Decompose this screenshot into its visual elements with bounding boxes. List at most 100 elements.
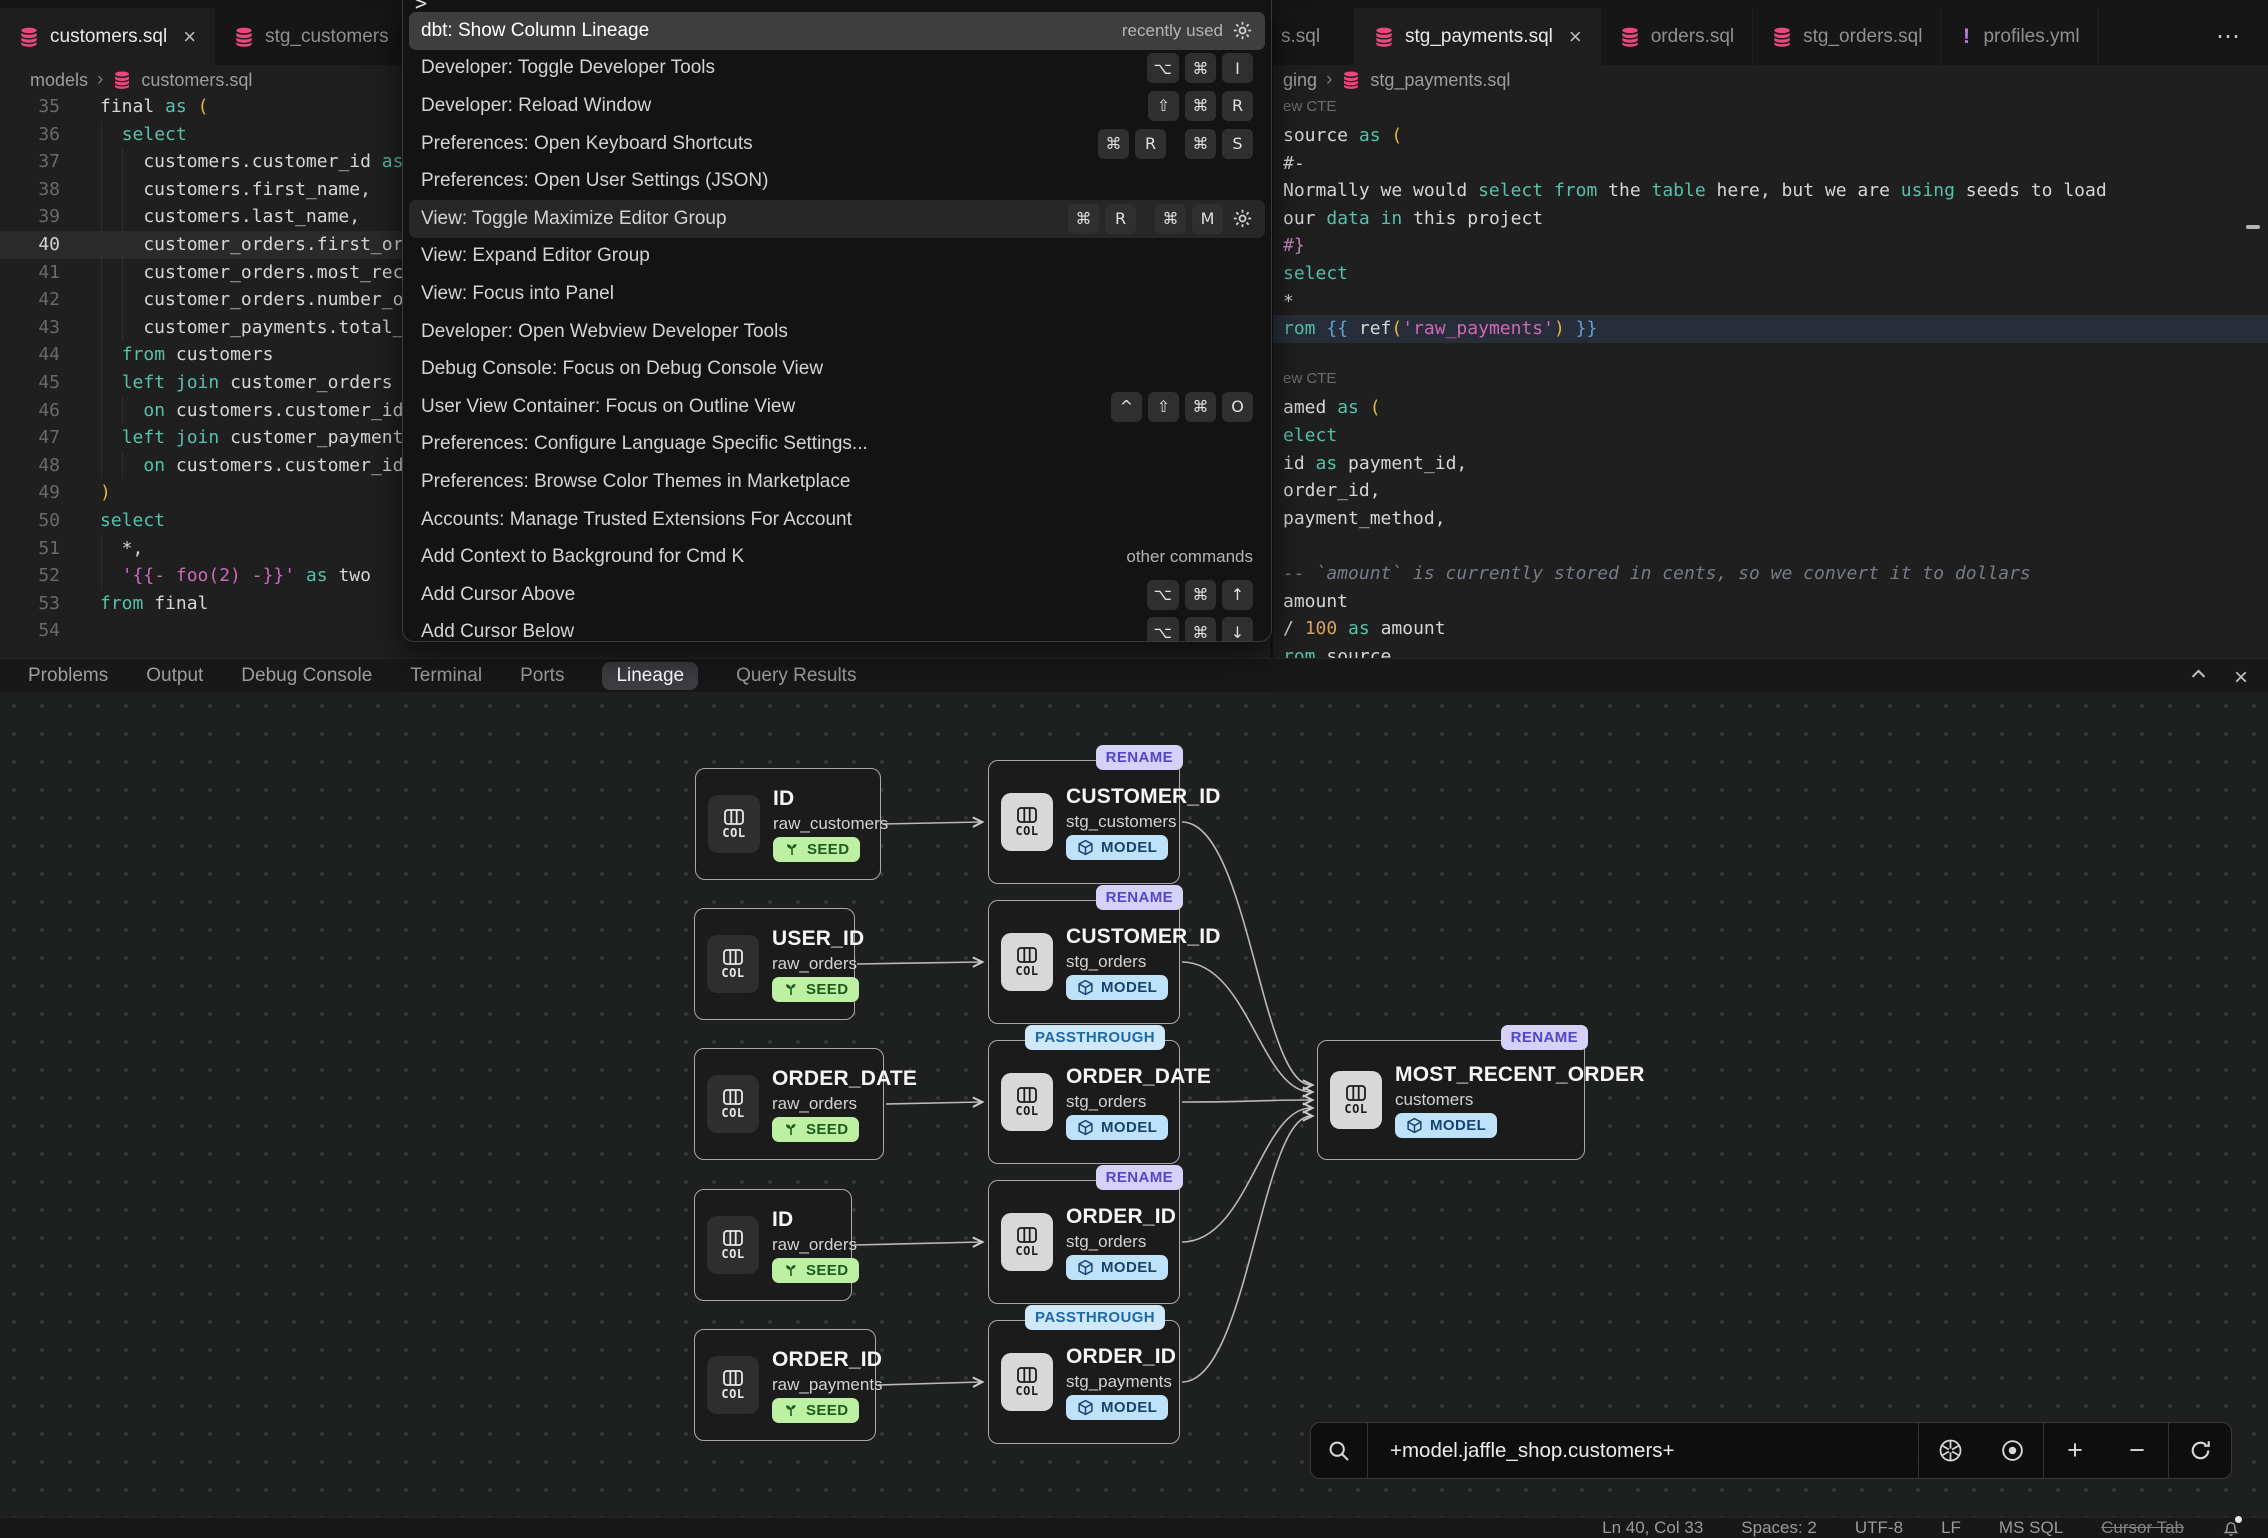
tab-stg-customers[interactable]: stg_customers bbox=[215, 8, 408, 65]
command-item-view-expand-editor-group[interactable]: View: Expand Editor Group bbox=[409, 238, 1265, 276]
command-label: Preferences: Configure Language Specific… bbox=[421, 433, 868, 455]
command-palette-input[interactable]: > bbox=[403, 0, 1271, 12]
zoom-in-button[interactable]: + bbox=[2067, 1435, 2083, 1465]
tab-s-sql[interactable]: s.sql bbox=[1273, 8, 1355, 65]
lineage-node-user_id-raw_orders[interactable]: COL USER_ID raw_orders SEED bbox=[694, 908, 864, 1020]
command-prompt: > bbox=[415, 0, 428, 12]
code-line: rom source bbox=[1283, 645, 1392, 658]
tab-customers-sql[interactable]: customers.sql × bbox=[0, 8, 216, 65]
keycap: I bbox=[1222, 53, 1253, 84]
code-line: #- bbox=[1283, 152, 1305, 174]
lineage-canvas[interactable]: COL ID raw_customers SEED COL USER_ID raw_orde… bbox=[0, 692, 2268, 1517]
codelens-cte[interactable]: ew CTE bbox=[1283, 98, 1337, 115]
notifications-bell-icon[interactable] bbox=[2222, 1516, 2242, 1537]
status-item-ms-sql[interactable]: MS SQL bbox=[1998, 1518, 2064, 1537]
code-line-48: 48 on customers.customer_id bbox=[0, 452, 1270, 480]
breadcrumb-folder[interactable]: models bbox=[30, 69, 89, 90]
code-area-stg-payments-sql[interactable]: ew CTE source as (#- Normally we would sel… bbox=[1273, 93, 2268, 658]
panel-maximize-icon[interactable] bbox=[2189, 665, 2208, 690]
status-item-spaces-2[interactable]: Spaces: 2 bbox=[1741, 1518, 1817, 1537]
node-kind-badge: MODEL bbox=[1066, 1254, 1169, 1280]
lineage-search-input[interactable] bbox=[1368, 1423, 1918, 1478]
command-item-add-context-to-background-for-cmd-k[interactable]: Add Context to Background for Cmd K other… bbox=[409, 538, 1265, 576]
command-item-preferences-configure-language-specific-[interactable]: Preferences: Configure Language Specific… bbox=[409, 426, 1265, 464]
lineage-node-customer_id-stg_orders[interactable]: RENAME COL CUSTOMER_ID stg_orders MODEL bbox=[988, 885, 1221, 1024]
command-item-developer-open-webview-developer-tools[interactable]: Developer: Open Webview Developer Tools bbox=[409, 313, 1265, 351]
command-item-add-cursor-above[interactable]: Add Cursor Above ⌥ ⌘ ↑ bbox=[409, 576, 1265, 614]
scrollbar-thumb[interactable] bbox=[2246, 225, 2260, 229]
line-number: 48 bbox=[38, 454, 60, 476]
target-icon[interactable] bbox=[1981, 1423, 2043, 1478]
tab-close-icon[interactable]: × bbox=[183, 23, 197, 49]
panel-tab-debug-console[interactable]: Debug Console bbox=[241, 664, 373, 686]
keycap: S bbox=[1222, 128, 1253, 159]
tab-stg-orders-sql[interactable]: stg_orders.sql bbox=[1753, 8, 1942, 65]
editor-more-actions-icon[interactable]: ⋯ bbox=[2216, 23, 2242, 50]
gear-icon[interactable] bbox=[1232, 208, 1253, 229]
breadcrumb-file[interactable]: customers.sql bbox=[141, 69, 253, 90]
panel-tab-ports[interactable]: Ports bbox=[520, 664, 565, 686]
command-item-view-focus-into-panel[interactable]: View: Focus into Panel bbox=[409, 275, 1265, 313]
gear-icon[interactable] bbox=[1232, 20, 1253, 41]
edge-type-badge: RENAME bbox=[1095, 1165, 1183, 1190]
lineage-node-order_date-stg_orders[interactable]: PASSTHROUGH COL ORDER_DATE stg_orders MODEL bbox=[988, 1025, 1211, 1164]
warning-icon: ! bbox=[1962, 24, 1970, 48]
breadcrumb-folder[interactable]: ging bbox=[1283, 69, 1318, 90]
node-title: CUSTOMER_ID bbox=[1066, 924, 1221, 948]
tab-stg-payments-sql[interactable]: stg_payments.sql × bbox=[1355, 8, 1601, 65]
status-item-ln-40-col-33[interactable]: Ln 40, Col 33 bbox=[1602, 1518, 1704, 1537]
refresh-icon[interactable] bbox=[2169, 1423, 2231, 1478]
panel-tab-output[interactable]: Output bbox=[146, 664, 204, 686]
panel-tab-lineage[interactable]: Lineage bbox=[602, 661, 699, 690]
command-item-debug-console-focus-on-debug-console-vie[interactable]: Debug Console: Focus on Debug Console Vi… bbox=[409, 350, 1265, 388]
panel-close-icon[interactable]: × bbox=[2233, 663, 2248, 691]
command-item-preferences-open-keyboard-shortcuts[interactable]: Preferences: Open Keyboard Shortcuts ⌘ R ⌘ S bbox=[409, 125, 1265, 163]
lineage-node-customer_id-stg_customers[interactable]: RENAME COL CUSTOMER_ID stg_customers MODEL bbox=[988, 745, 1220, 884]
lineage-node-most_recent_order-customers[interactable]: RENAME COL MOST_RECENT_ORDER customers MODEL bbox=[1317, 1025, 1644, 1160]
code-line-44: 44 from customers bbox=[0, 341, 1270, 369]
command-item-accounts-manage-trusted-extensions-for-a[interactable]: Accounts: Manage Trusted Extensions For … bbox=[409, 501, 1265, 539]
code-line-39: 39 customers.last_name, bbox=[0, 203, 1270, 231]
command-item-preferences-browse-color-themes-in-marke[interactable]: Preferences: Browse Color Themes in Mark… bbox=[409, 463, 1265, 501]
code-line-45: 45 left join customer_orders bbox=[0, 369, 1270, 397]
tab-profiles-yml[interactable]: ! profiles.yml bbox=[1941, 8, 2099, 65]
aperture-icon[interactable] bbox=[1919, 1423, 1981, 1478]
node-kind-badge: MODEL bbox=[1066, 974, 1169, 1000]
tab-orders-sql[interactable]: orders.sql bbox=[1600, 8, 1754, 65]
command-item-preferences-open-user-settings-json-[interactable]: Preferences: Open User Settings (JSON) bbox=[409, 162, 1265, 200]
lineage-node-order_id-raw_payments[interactable]: COL ORDER_ID raw_payments SEED bbox=[694, 1329, 883, 1441]
zoom-out-button[interactable]: − bbox=[2129, 1435, 2145, 1465]
line-number: 50 bbox=[38, 510, 60, 531]
keycap: ↑ bbox=[1222, 579, 1253, 610]
panel-tab-terminal[interactable]: Terminal bbox=[410, 664, 483, 686]
status-item-lf[interactable]: LF bbox=[1941, 1518, 1961, 1537]
status-items: Ln 40, Col 33 Spaces: 2 UTF-8 LF MS SQL Curso… bbox=[1602, 1518, 2184, 1538]
command-item-developer-toggle-developer-tools[interactable]: Developer: Toggle Developer Tools ⌥ ⌘ I bbox=[409, 50, 1265, 88]
keycap: ⌘ bbox=[1185, 90, 1216, 121]
editor-pane-right[interactable]: ging › stg_payments.sql ew CTE source as … bbox=[1273, 65, 2268, 658]
tab-close-icon[interactable]: × bbox=[1568, 23, 1582, 49]
lineage-node-order_id-stg_orders[interactable]: RENAME COL ORDER_ID stg_orders MODEL bbox=[988, 1165, 1183, 1304]
lineage-node-id-raw_customers[interactable]: COL ID raw_customers SEED bbox=[695, 768, 888, 880]
panel-tab-problems[interactable]: Problems bbox=[28, 664, 109, 686]
edge-type-badge: PASSTHROUGH bbox=[1025, 1305, 1165, 1330]
lineage-node-order_date-raw_orders[interactable]: COL ORDER_DATE raw_orders SEED bbox=[694, 1048, 917, 1160]
code-line-35: 35 final as ( bbox=[0, 93, 1270, 121]
codelens-cte[interactable]: ew CTE bbox=[1283, 370, 1337, 388]
code-line: #} bbox=[1283, 235, 1305, 257]
lineage-node-id-raw_orders[interactable]: COL ID raw_orders SEED bbox=[694, 1189, 860, 1301]
status-item-utf-8[interactable]: UTF-8 bbox=[1854, 1518, 1904, 1537]
lineage-node-order_id-stg_payments[interactable]: PASSTHROUGH COL ORDER_ID stg_payments MODEL bbox=[988, 1305, 1180, 1444]
panel-tab-query-results[interactable]: Query Results bbox=[736, 664, 857, 686]
edge-type-badge: PASSTHROUGH bbox=[1025, 1025, 1165, 1050]
command-item-developer-reload-window[interactable]: Developer: Reload Window ⇧ ⌘ R bbox=[409, 87, 1265, 125]
code-line-46: 46 on customers.customer_id bbox=[0, 397, 1270, 425]
code-area-customers-sql[interactable]: 35 final as (36 select 37 customers.custom… bbox=[0, 93, 1270, 658]
code-line-42: 42 customer_orders.number_o bbox=[0, 286, 1270, 314]
command-item-dbt-show-column-lineage[interactable]: dbt: Show Column Lineage recently used bbox=[409, 12, 1265, 50]
command-item-user-view-container-focus-on-outline-vie[interactable]: User View Container: Focus on Outline Vi… bbox=[409, 388, 1265, 426]
command-item-add-cursor-below[interactable]: Add Cursor Below ⌥ ⌘ ↓ bbox=[409, 614, 1265, 641]
breadcrumb-file[interactable]: stg_payments.sql bbox=[1370, 69, 1511, 90]
command-item-view-toggle-maximize-editor-group[interactable]: View: Toggle Maximize Editor Group ⌘ R ⌘ M bbox=[409, 199, 1265, 238]
status-item-cursor-tab[interactable]: Cursor Tab bbox=[2101, 1518, 2184, 1537]
